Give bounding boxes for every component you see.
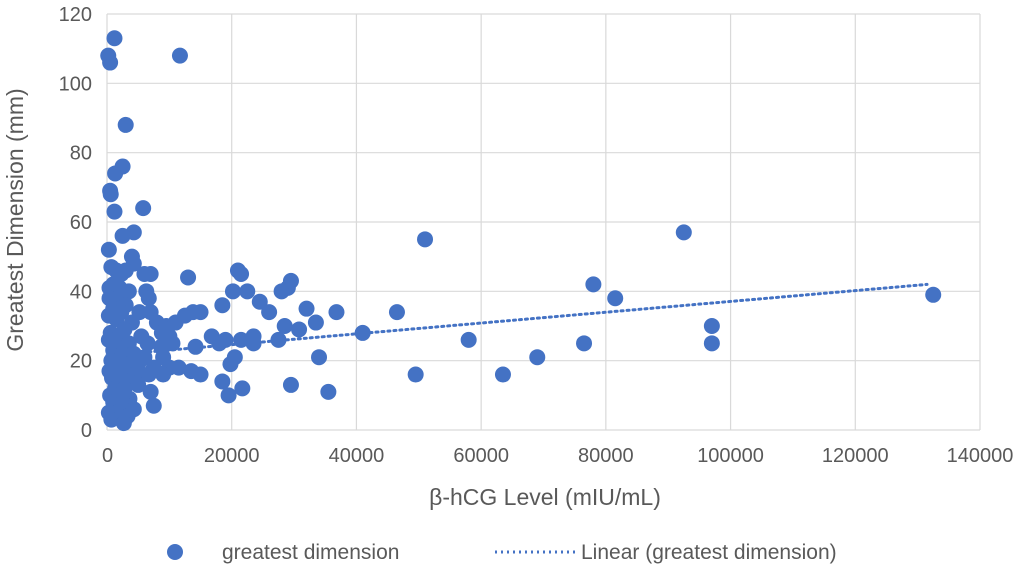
legend-label-scatter: greatest dimension <box>222 541 399 564</box>
data-point <box>107 165 124 182</box>
x-tick-label: 100000 <box>697 445 764 467</box>
data-point <box>529 349 546 366</box>
data-point <box>320 383 337 400</box>
data-point <box>675 224 692 241</box>
data-point <box>703 318 720 334</box>
data-point <box>192 304 209 321</box>
data-point <box>102 54 119 71</box>
data-point <box>607 290 624 307</box>
data-point <box>187 338 204 355</box>
y-tick-label: 100 <box>59 73 92 95</box>
data-point <box>307 314 324 331</box>
data-point <box>576 335 593 352</box>
data-point <box>140 290 157 307</box>
data-point <box>103 411 120 428</box>
data-point <box>217 331 234 348</box>
x-axis-title: β-hCG Level (mIU/mL) <box>429 484 661 510</box>
data-point <box>117 116 134 133</box>
y-tick-label: 0 <box>81 420 92 442</box>
data-point <box>311 349 328 366</box>
data-point <box>239 283 256 300</box>
x-tick-label: 20000 <box>204 445 260 467</box>
data-point <box>130 376 147 393</box>
data-point <box>276 318 293 334</box>
data-point <box>417 231 434 248</box>
y-tick-label: 80 <box>70 143 92 165</box>
data-point <box>460 331 477 348</box>
x-tick-label: 60000 <box>453 445 509 467</box>
data-point <box>354 324 371 341</box>
data-point <box>585 276 602 293</box>
data-point <box>407 366 424 383</box>
data-point <box>282 272 299 289</box>
data-point <box>494 366 511 383</box>
data-points <box>100 30 942 432</box>
x-tick-label: 40000 <box>329 445 385 467</box>
data-point <box>220 387 237 404</box>
grid-lines <box>106 13 981 431</box>
data-point <box>282 376 299 393</box>
data-point <box>135 200 152 217</box>
x-tick-label: 120000 <box>822 445 889 467</box>
data-point <box>139 335 156 352</box>
data-point <box>251 293 268 310</box>
data-point <box>261 304 278 321</box>
x-tick-label: 80000 <box>578 445 634 467</box>
data-point <box>224 283 241 300</box>
y-tick-label: 120 <box>59 4 92 26</box>
data-point <box>142 383 159 400</box>
data-point <box>140 366 157 383</box>
y-tick-label: 40 <box>70 281 92 303</box>
data-point <box>120 283 137 300</box>
data-point <box>192 366 209 383</box>
data-point <box>171 47 188 64</box>
data-point <box>102 186 119 203</box>
data-point <box>925 286 942 303</box>
data-point <box>233 331 250 348</box>
data-point <box>158 321 175 338</box>
data-point <box>214 373 231 390</box>
data-point <box>142 266 159 282</box>
x-tick-label: 140000 <box>947 445 1014 467</box>
legend-marker-scatter <box>167 544 183 560</box>
y-tick-label: 20 <box>70 351 92 373</box>
data-point <box>703 335 720 352</box>
data-point <box>233 266 250 282</box>
data-point <box>117 262 134 279</box>
data-point <box>114 227 131 244</box>
y-axis-ticks: 0 20 40 60 80 100 120 <box>59 4 92 442</box>
data-point <box>291 321 308 338</box>
data-point <box>298 300 315 317</box>
data-point <box>234 380 251 397</box>
legend: greatest dimension Linear (greatest dime… <box>167 541 837 564</box>
x-axis-ticks: 0 20000 40000 60000 80000 100000 120000 140000 <box>102 445 1013 467</box>
data-point <box>245 328 262 345</box>
data-point <box>106 30 123 47</box>
data-point <box>170 359 187 376</box>
data-point <box>155 366 172 383</box>
data-point <box>388 304 405 321</box>
data-point <box>226 349 243 366</box>
data-point <box>115 415 132 432</box>
data-point <box>180 269 197 286</box>
data-point <box>100 241 117 258</box>
y-axis-title: Greatest Dimension (mm) <box>2 88 28 351</box>
data-point <box>214 297 231 314</box>
y-tick-label: 60 <box>70 212 92 234</box>
data-point <box>106 203 123 220</box>
x-tick-label: 0 <box>102 445 113 467</box>
data-point <box>145 397 162 414</box>
data-point <box>328 304 345 321</box>
data-point <box>164 335 181 352</box>
data-point <box>270 331 287 348</box>
legend-label-trendline: Linear (greatest dimension) <box>581 541 837 564</box>
